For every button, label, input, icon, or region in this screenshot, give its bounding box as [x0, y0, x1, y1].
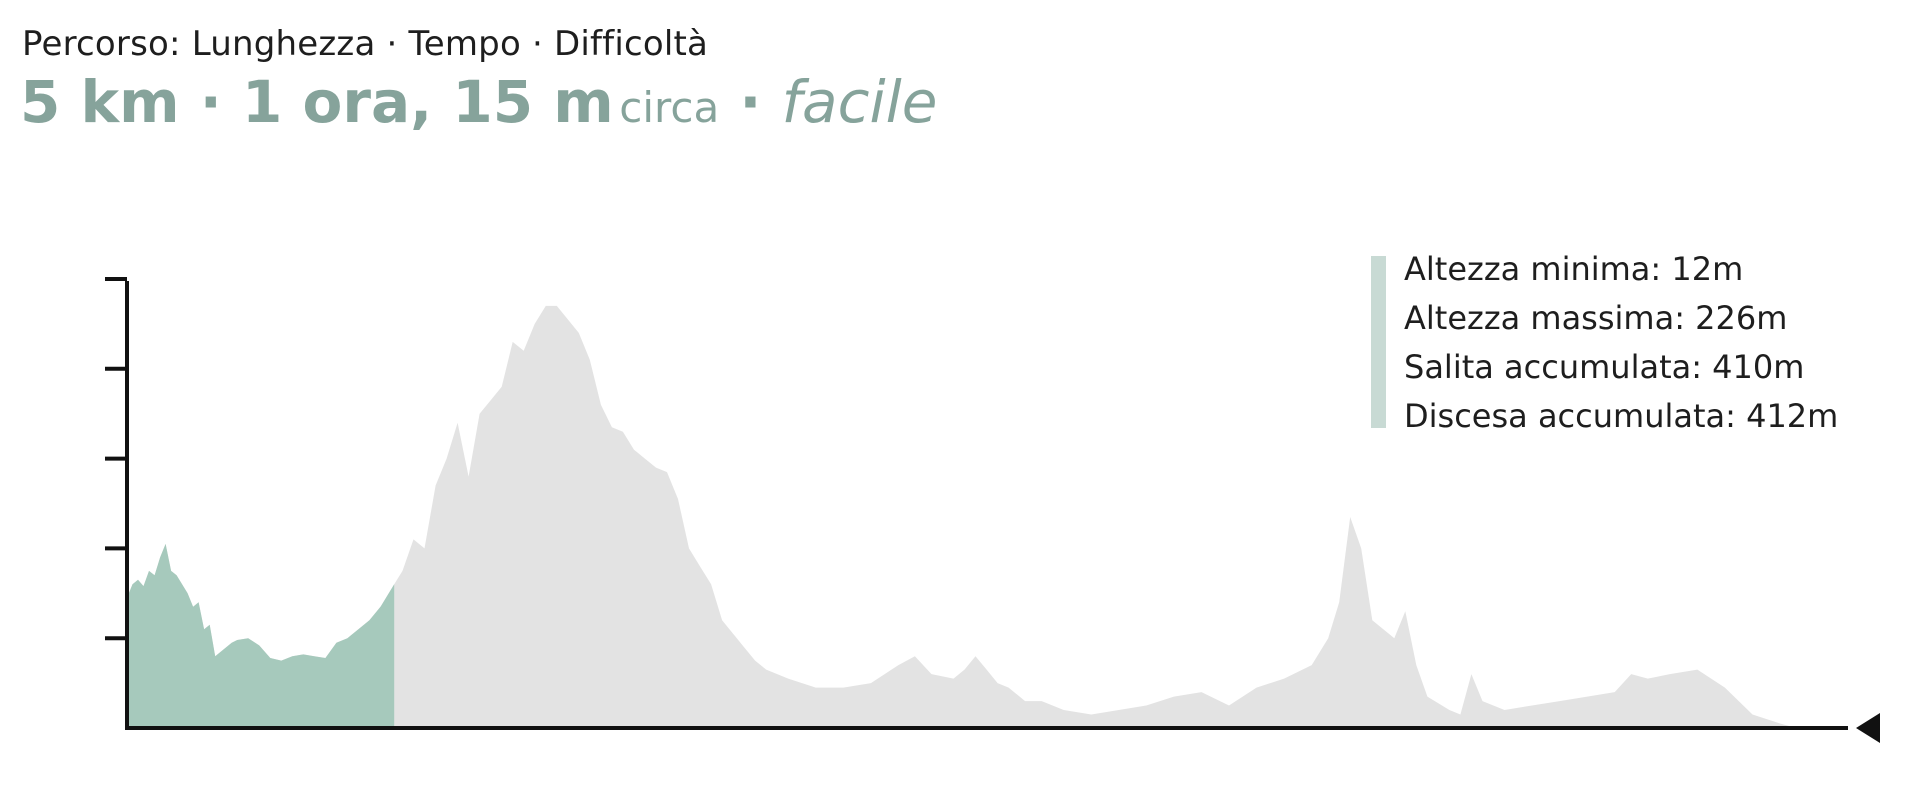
x-axis-arrow	[1856, 713, 1880, 743]
stat-total-descent: Discesa accumulata: 412m	[1404, 397, 1838, 435]
route-difficulty: facile	[781, 68, 938, 136]
separator-1: ·	[179, 68, 242, 136]
circa-label: circa	[619, 83, 720, 132]
route-length: 5 km	[20, 68, 180, 136]
route-label: Percorso: Lunghezza · Tempo · Difficoltà	[22, 24, 709, 64]
stat-max-altitude: Altezza massima: 226m	[1404, 299, 1787, 337]
stat-total-ascent: Salita accumulata: 410m	[1404, 348, 1804, 386]
route-time: 1 ora, 15 m	[241, 68, 614, 136]
stat-min-altitude: Altezza minima: 12m	[1404, 250, 1743, 288]
elevation-area-full	[127, 305, 1797, 728]
axis-layer	[105, 277, 1880, 743]
stats-box: Altezza minima: 12m Altezza massima: 226…	[1371, 250, 1838, 435]
route-summary: 5 km · 1 ora, 15 m circa · facile	[20, 68, 937, 136]
profile-layer	[127, 305, 1797, 728]
stats-accent-bar	[1371, 256, 1386, 428]
separator-2: ·	[719, 68, 782, 136]
elevation-area-highlighted	[127, 543, 395, 728]
